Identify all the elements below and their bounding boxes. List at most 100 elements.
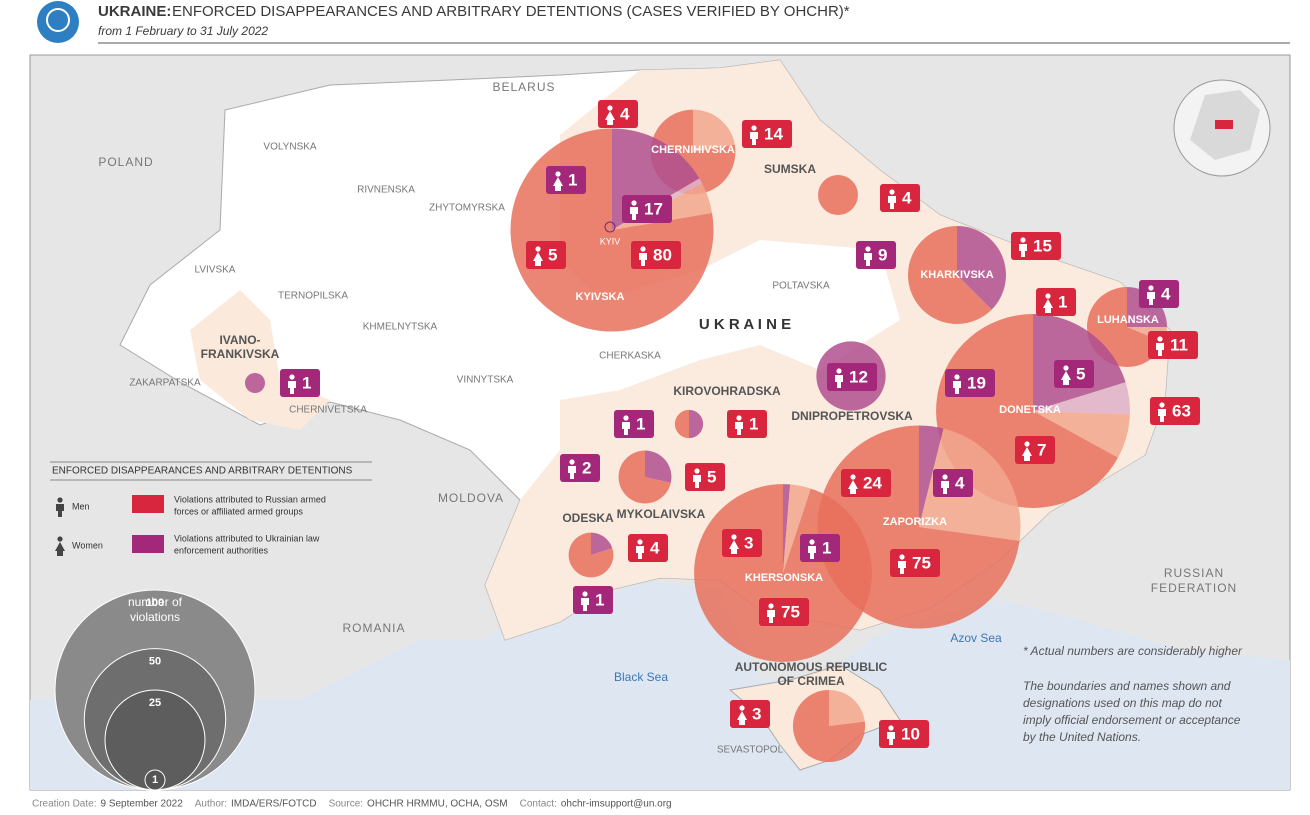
legend: Men Women xyxy=(55,495,164,556)
disclaimer: designations used on this map do not xyxy=(1023,696,1222,710)
icon-head xyxy=(1063,365,1069,371)
region-label: AUTONOMOUS REPUBLIC xyxy=(735,660,888,674)
badge-box xyxy=(546,166,586,194)
badge-value: 17 xyxy=(644,199,663,218)
badge: 1 xyxy=(727,410,767,438)
badge: 10 xyxy=(879,720,929,748)
oblast-label: ZHYTOMYRSKA xyxy=(429,203,505,214)
badge: 3 xyxy=(722,529,762,557)
city-marker xyxy=(604,221,616,233)
un-logo xyxy=(37,1,79,43)
icon-woman xyxy=(533,252,543,266)
badge-value: 4 xyxy=(650,538,660,557)
pie-segment xyxy=(783,484,811,573)
oblast-label: VOLYNSKA xyxy=(263,142,316,153)
icon-man xyxy=(1147,292,1155,305)
icon-man xyxy=(808,546,816,559)
badge-box xyxy=(526,241,566,269)
icon-head xyxy=(607,105,613,111)
badge-value: 1 xyxy=(1058,292,1067,311)
country-label: FEDERATION xyxy=(1151,581,1237,595)
icon-man xyxy=(750,132,758,145)
icon-head xyxy=(751,125,757,131)
size-value: 100 xyxy=(146,597,164,609)
badge: 1 xyxy=(546,166,586,194)
icon-head xyxy=(623,415,629,421)
badge-value: 4 xyxy=(902,188,912,207)
footer-label: Author: xyxy=(195,799,227,810)
region-label: KIROVOHRADSKA xyxy=(673,384,781,398)
icon-head xyxy=(836,368,842,374)
icon-man xyxy=(767,610,775,623)
oblast-label: VINNYTSKA xyxy=(457,375,514,386)
legend-women: Women xyxy=(72,540,103,550)
icon-man xyxy=(693,475,701,488)
badge: 80 xyxy=(631,241,681,269)
pie-segment xyxy=(783,484,791,573)
icon-head xyxy=(1024,441,1030,447)
footer-label: Creation Date: xyxy=(32,799,96,810)
icon-woman xyxy=(553,177,563,191)
region-label: LUHANSKA xyxy=(1097,314,1159,326)
icon-man xyxy=(735,422,743,435)
country-label: MOLDOVA xyxy=(438,491,504,505)
badge: 4 xyxy=(628,534,668,562)
sea xyxy=(30,580,1290,790)
badge-value: 1 xyxy=(568,170,577,189)
region-label: ODESKA xyxy=(562,511,614,525)
footer-value: ohchr-imsupport@un.org xyxy=(561,799,672,810)
pie-segment xyxy=(689,409,704,439)
footer-value: IMDA/ERS/FOTCD xyxy=(231,799,317,810)
badge-box xyxy=(560,454,600,482)
footer-value: OHCHR HRMMU, OCHA, OSM xyxy=(367,799,508,810)
badge: 5 xyxy=(685,463,725,491)
badge: 75 xyxy=(759,598,809,626)
badge: 4 xyxy=(880,184,920,212)
oblast-label: TERNOPILSKA xyxy=(278,291,348,302)
badge-box xyxy=(1036,288,1076,316)
icon-woman xyxy=(1061,371,1071,385)
badge: 63 xyxy=(1150,397,1200,425)
pie-segment xyxy=(693,109,735,152)
badge-value: 14 xyxy=(764,124,783,143)
badge-value: 4 xyxy=(620,104,630,123)
badge-box xyxy=(730,700,770,728)
country-label: ROMANIA xyxy=(342,621,405,635)
badge: 1 xyxy=(800,534,840,562)
icon-woman xyxy=(848,480,858,494)
title-bold: UKRAINE: xyxy=(98,3,171,20)
icon-man xyxy=(953,381,961,394)
badge-value: 11 xyxy=(1170,335,1188,354)
badge-value: 5 xyxy=(548,245,557,264)
region-label: DNIPROPETROVSKA xyxy=(791,409,913,423)
badge-value: 3 xyxy=(752,704,761,723)
region-label: KHARKIVSKA xyxy=(920,269,993,281)
pie-segment xyxy=(618,450,671,504)
size-label: violations xyxy=(130,610,180,624)
icon-man xyxy=(56,504,64,517)
icon-woman xyxy=(605,111,615,125)
pie-segment xyxy=(1033,382,1130,415)
size-value: 25 xyxy=(149,697,161,709)
badge-box xyxy=(685,463,725,491)
region-label: SUMSKA xyxy=(764,162,816,176)
pie-segment xyxy=(818,175,858,215)
pie-segment xyxy=(1087,287,1164,368)
icon-man xyxy=(636,546,644,559)
icon-woman xyxy=(1022,447,1032,461)
badge: 5 xyxy=(526,241,566,269)
badge: 14 xyxy=(742,120,792,148)
icon-head xyxy=(889,189,895,195)
icon-man xyxy=(835,375,843,388)
oblast-label: POLTAVSKA xyxy=(772,281,830,292)
badge: 2 xyxy=(560,454,600,482)
icon-head xyxy=(555,171,561,177)
badge-value: 10 xyxy=(901,724,920,743)
badge: 11 xyxy=(1148,331,1198,359)
note: * Actual numbers are considerably higher xyxy=(1023,644,1243,658)
footer-value: 9 September 2022 xyxy=(100,799,183,810)
badge: 15 xyxy=(1011,232,1061,260)
badge-value: 80 xyxy=(653,245,672,264)
region-label: DONETSKA xyxy=(999,404,1061,416)
badge-box xyxy=(280,369,320,397)
